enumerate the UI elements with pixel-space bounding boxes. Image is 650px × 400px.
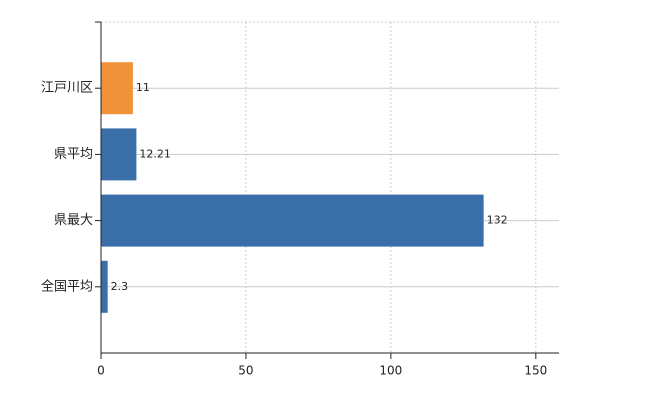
y-tick-label: 県平均	[54, 147, 93, 162]
bar	[101, 62, 133, 115]
value-label: 2.3	[111, 280, 128, 293]
bar	[101, 194, 484, 247]
y-tick-label: 江戸川区	[41, 81, 93, 96]
value-label: 132	[487, 214, 508, 227]
bar	[101, 260, 108, 313]
x-tick-label: 0	[97, 364, 105, 378]
value-label: 12.21	[139, 147, 171, 160]
x-tick-label: 100	[379, 364, 402, 378]
y-tick-label: 県最大	[54, 213, 93, 228]
x-tick-label: 150	[524, 364, 547, 378]
x-tick-label: 50	[238, 364, 253, 378]
y-tick-label: 全国平均	[41, 278, 93, 294]
bar	[101, 128, 137, 181]
value-label: 11	[136, 81, 150, 94]
